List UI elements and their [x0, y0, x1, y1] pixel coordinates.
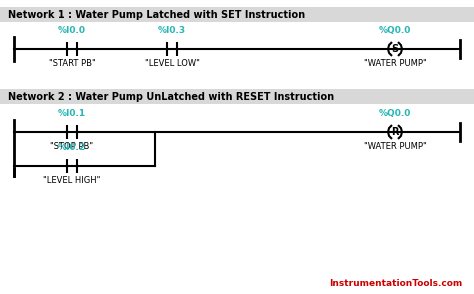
Text: "START PB": "START PB": [49, 59, 95, 68]
Text: Network 1 : Water Pump Latched with SET Instruction: Network 1 : Water Pump Latched with SET …: [8, 9, 305, 19]
Bar: [0, 89, 474, 104]
Text: Network 2 : Water Pump UnLatched with RESET Instruction: Network 2 : Water Pump UnLatched with RE…: [8, 91, 334, 101]
Bar: [0, 7, 474, 22]
Text: "STOP PB": "STOP PB": [50, 142, 93, 151]
Text: %I0.0: %I0.0: [58, 26, 86, 35]
Text: "WATER PUMP": "WATER PUMP": [364, 142, 427, 151]
Text: %Q0.0: %Q0.0: [379, 109, 411, 118]
Text: %I0.2: %I0.2: [58, 143, 86, 152]
Text: "LEVEL LOW": "LEVEL LOW": [145, 59, 200, 68]
Text: %I0.1: %I0.1: [58, 109, 86, 118]
Text: InstrumentationTools.com: InstrumentationTools.com: [329, 279, 462, 288]
Text: %Q0.0: %Q0.0: [379, 26, 411, 35]
Text: S: S: [392, 44, 399, 54]
Text: "WATER PUMP": "WATER PUMP": [364, 59, 427, 68]
Text: %I0.3: %I0.3: [158, 26, 186, 35]
Text: "LEVEL HIGH": "LEVEL HIGH": [43, 176, 100, 185]
Text: R: R: [391, 127, 399, 137]
